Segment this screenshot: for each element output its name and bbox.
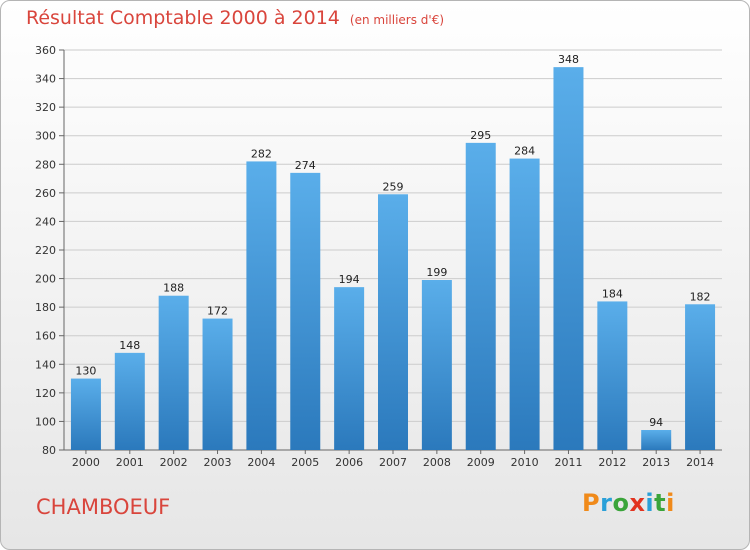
x-tick-label: 2008 <box>423 456 451 469</box>
logo-letter: x <box>629 489 646 517</box>
bar <box>290 172 321 450</box>
data-label: 94 <box>649 416 663 429</box>
y-tick-label: 200 <box>35 273 56 286</box>
bar <box>641 430 672 450</box>
data-label: 188 <box>163 282 184 295</box>
title-row: Résultat Comptable 2000 à 2014 (en millie… <box>26 7 444 29</box>
data-label: 284 <box>514 145 535 158</box>
data-label: 182 <box>690 290 711 303</box>
bar <box>378 194 408 450</box>
logo-letter: t <box>654 489 667 517</box>
commune-name: CHAMBOEUF <box>36 495 171 519</box>
x-tick-label: 2010 <box>511 456 539 469</box>
bar <box>202 318 233 450</box>
data-label: 199 <box>426 266 447 279</box>
bar <box>509 158 540 451</box>
proxiti-logo: Proxiti <box>582 489 675 517</box>
data-label: 148 <box>119 339 140 352</box>
x-tick-label: 2002 <box>160 456 188 469</box>
x-tick-label: 2003 <box>204 456 232 469</box>
data-label: 259 <box>383 180 404 193</box>
y-tick-label: 360 <box>35 44 56 57</box>
data-label: 282 <box>251 147 272 160</box>
x-tick-label: 2001 <box>116 456 144 469</box>
data-label: 172 <box>207 305 228 318</box>
data-label: 130 <box>75 365 96 378</box>
bar <box>421 280 452 450</box>
bar <box>334 287 365 450</box>
x-tick-label: 2006 <box>335 456 363 469</box>
x-tick-label: 2009 <box>467 456 495 469</box>
data-label: 194 <box>339 273 360 286</box>
y-tick-label: 120 <box>35 387 56 400</box>
chart-title: Résultat Comptable 2000 à 2014 <box>26 7 340 29</box>
logo-letter: r <box>600 489 613 517</box>
y-tick-label: 220 <box>35 244 56 257</box>
x-tick-label: 2012 <box>598 456 626 469</box>
bar <box>158 295 189 450</box>
bar <box>597 301 628 450</box>
x-tick-label: 2007 <box>379 456 407 469</box>
y-tick-label: 280 <box>35 158 56 171</box>
y-tick-label: 80 <box>42 444 56 457</box>
data-label: 184 <box>602 287 623 300</box>
y-tick-label: 300 <box>35 130 56 143</box>
x-tick-label: 2013 <box>642 456 670 469</box>
bar <box>246 161 277 450</box>
bar <box>70 378 101 450</box>
y-tick-label: 340 <box>35 73 56 86</box>
data-label: 295 <box>470 129 491 142</box>
bar <box>685 304 716 450</box>
x-tick-label: 2000 <box>72 456 100 469</box>
logo-letter: i <box>666 489 675 517</box>
y-tick-label: 180 <box>35 301 56 314</box>
chart-subtitle: (en milliers d'€) <box>349 13 445 27</box>
y-tick-label: 100 <box>35 415 56 428</box>
x-tick-label: 2014 <box>686 456 714 469</box>
x-tick-label: 2005 <box>291 456 319 469</box>
bar <box>114 352 145 450</box>
y-tick-label: 260 <box>35 187 56 200</box>
bar <box>465 142 496 450</box>
bar <box>553 67 584 451</box>
y-tick-label: 240 <box>35 215 56 228</box>
logo-letter: o <box>612 489 630 517</box>
labels: 2000 130 2001 148 2002 188 2003 172 2004 282 2005 2… <box>72 53 714 469</box>
logo-letter: P <box>582 489 601 517</box>
x-tick-label: 2004 <box>247 456 275 469</box>
y-tick-label: 160 <box>35 330 56 343</box>
bars <box>70 67 716 451</box>
y-tick-label: 140 <box>35 358 56 371</box>
data-label: 348 <box>558 53 579 66</box>
logo-letter: i <box>645 489 655 517</box>
data-label: 274 <box>295 159 316 172</box>
y-tick-label: 320 <box>35 101 56 114</box>
x-tick-label: 2011 <box>554 456 582 469</box>
